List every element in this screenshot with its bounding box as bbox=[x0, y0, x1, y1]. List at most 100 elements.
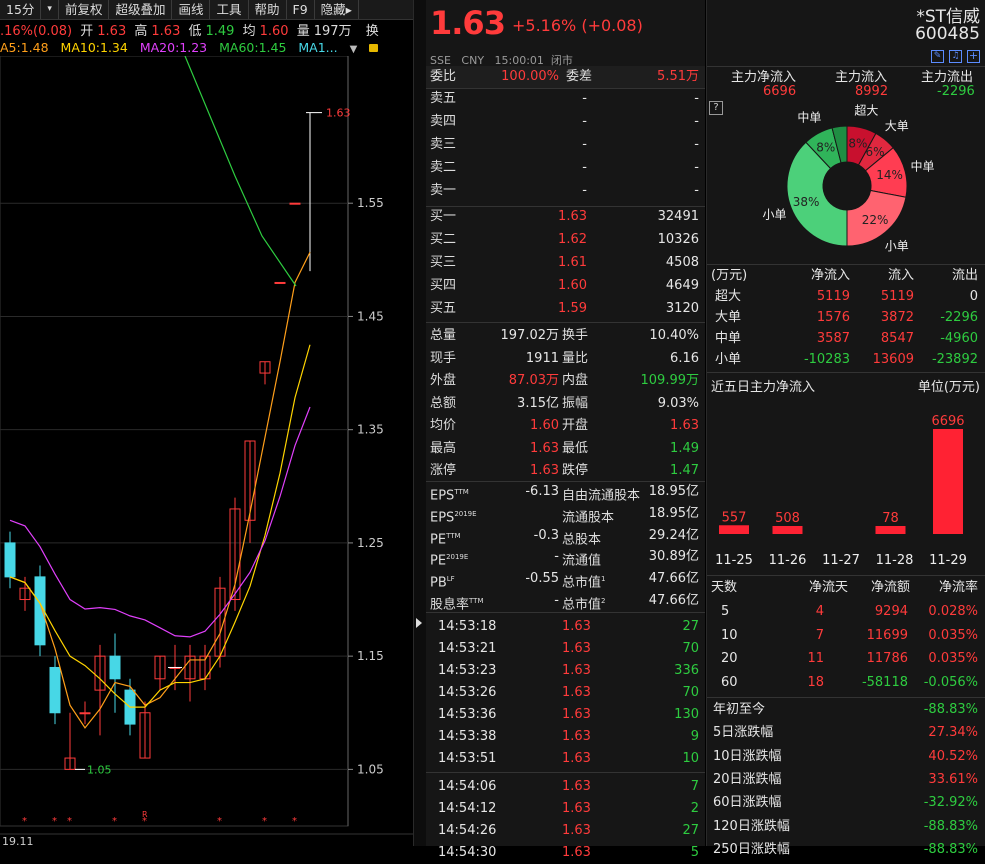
fund-label-text: PB bbox=[430, 575, 447, 591]
event-mark[interactable]: * bbox=[262, 816, 267, 827]
stat-value: 3.15亿 bbox=[517, 395, 559, 411]
event-mark[interactable]: * bbox=[67, 816, 72, 827]
tick-row[interactable]: 14:54:12 1.63 2 bbox=[426, 798, 705, 820]
period-days: 20 bbox=[721, 651, 738, 666]
fund-label: PE2019E bbox=[430, 546, 468, 572]
avg-label: 均 bbox=[242, 24, 256, 39]
stat-value: 6.16 bbox=[670, 350, 699, 366]
stat-value: 1.60 bbox=[530, 418, 559, 433]
book-row[interactable]: 买四 1.60 4649 bbox=[426, 275, 705, 297]
bell-icon[interactable]: ♫ bbox=[949, 50, 962, 63]
pie-slice-label: 小单 bbox=[885, 239, 909, 253]
tick-row[interactable]: 14:54:06 1.63 7 bbox=[426, 776, 705, 798]
turnover-toggle[interactable]: 换 bbox=[365, 24, 379, 39]
return-row: 年初至今 -88.83% bbox=[707, 699, 985, 721]
book-row[interactable]: 卖二 - - bbox=[426, 157, 705, 179]
book-level-label: 买一 bbox=[430, 209, 457, 224]
high-value: 1.63 bbox=[151, 24, 181, 39]
stats-row: 均价 1.60 开盘 1.63 bbox=[426, 415, 705, 437]
candle-body bbox=[4, 542, 16, 578]
help-button[interactable]: 帮助 bbox=[249, 0, 287, 19]
tick-row[interactable]: 14:53:26 1.63 70 bbox=[426, 682, 705, 704]
period-select[interactable]: 15分 bbox=[0, 0, 42, 19]
candle-body bbox=[139, 712, 151, 759]
tick-price: 1.63 bbox=[562, 801, 591, 816]
tick-price: 1.63 bbox=[562, 685, 591, 700]
return-label: 10日涨跌幅 bbox=[713, 748, 782, 764]
candle-body bbox=[109, 655, 121, 680]
add-watch-icon[interactable]: + bbox=[967, 49, 980, 63]
panel-divider[interactable] bbox=[413, 0, 426, 846]
return-value: 40.52% bbox=[928, 748, 978, 764]
draw-button[interactable]: 画线 bbox=[172, 0, 211, 19]
book-volume: 3120 bbox=[665, 301, 699, 316]
hide-button[interactable]: 隐藏▸ bbox=[315, 0, 359, 19]
stat-label: 开盘 bbox=[562, 418, 589, 433]
tick-price: 1.63 bbox=[562, 823, 591, 838]
help-icon[interactable]: ? bbox=[709, 101, 723, 115]
kline-chart[interactable]: 1.05 1.15 1.25 1.35 1.45 1.55 1.63 1.05 * * * * * * * *… bbox=[0, 56, 413, 846]
kline-panel[interactable]: 15分 ▾ 前复权 超级叠加 画线 工具 帮助 F9 隐藏▸ .16%(0.08… bbox=[0, 0, 413, 846]
fund-label-text: PE bbox=[430, 553, 447, 569]
event-mark[interactable]: * bbox=[292, 816, 297, 827]
r-mark[interactable]: R bbox=[142, 810, 148, 819]
return-label: 60日涨跌幅 bbox=[713, 795, 782, 811]
tools-button[interactable]: 工具 bbox=[210, 0, 249, 19]
event-mark[interactable]: * bbox=[22, 816, 27, 827]
candle-body bbox=[184, 655, 196, 680]
tick-row[interactable]: 14:53:36 1.63 130 bbox=[426, 704, 705, 726]
event-mark[interactable]: * bbox=[112, 816, 117, 827]
period-dropdown-icon[interactable]: ▾ bbox=[41, 0, 59, 19]
book-row[interactable]: 卖五 - - bbox=[426, 88, 705, 110]
return-value: -88.83% bbox=[923, 818, 978, 834]
ma-dropdown-icon[interactable]: ▼ bbox=[349, 44, 358, 55]
tick-row[interactable]: 14:53:23 1.63 336 bbox=[426, 660, 705, 682]
tick-time: 14:54:12 bbox=[438, 801, 497, 816]
event-mark[interactable]: * bbox=[52, 816, 57, 827]
book-volume: 32491 bbox=[657, 209, 699, 224]
return-row: 250日涨跌幅 -88.83% bbox=[707, 839, 985, 861]
pie-slice-label: 大单 bbox=[885, 119, 909, 133]
book-price: 1.61 bbox=[558, 255, 587, 270]
period-net-rate: 0.035% bbox=[928, 627, 978, 643]
tick-row[interactable]: 14:54:26 1.63 27 bbox=[426, 820, 705, 842]
book-row[interactable]: 买五 1.59 3120 bbox=[426, 298, 705, 320]
book-row[interactable]: 买三 1.61 4508 bbox=[426, 252, 705, 274]
stat-value: 9.03% bbox=[657, 395, 699, 411]
tick-volume: 27 bbox=[682, 823, 699, 838]
tick-row[interactable]: 14:53:38 1.63 9 bbox=[426, 726, 705, 748]
book-row[interactable]: 卖四 - - bbox=[426, 111, 705, 133]
return-row: 60日涨跌幅 -32.92% bbox=[707, 792, 985, 814]
fund-label: 总股本 bbox=[562, 525, 601, 551]
collapse-arrow-icon[interactable] bbox=[416, 618, 422, 628]
edit-icon[interactable]: ✎ bbox=[931, 50, 944, 63]
tick-row[interactable]: 14:53:18 1.63 27 bbox=[426, 616, 705, 638]
tick-volume: 7 bbox=[690, 779, 699, 794]
tick-volume: 130 bbox=[674, 707, 699, 722]
flow-in: 13609 bbox=[872, 352, 914, 367]
event-mark[interactable]: * bbox=[142, 816, 147, 827]
fund-label-text: 总市值 bbox=[562, 597, 602, 613]
tick-row[interactable]: 14:54:30 1.63 5 bbox=[426, 842, 705, 864]
overlay-button[interactable]: 超级叠加 bbox=[109, 0, 173, 19]
five-day-bar-value: 557 bbox=[722, 510, 747, 525]
book-price: 1.59 bbox=[558, 301, 587, 316]
tick-price: 1.63 bbox=[562, 707, 591, 722]
f9-button[interactable]: F9 bbox=[287, 0, 315, 19]
pie-slice-pct: 38% bbox=[793, 195, 820, 209]
candle-body bbox=[244, 440, 256, 521]
tick-row[interactable]: 14:53:21 1.63 70 bbox=[426, 638, 705, 660]
event-mark[interactable]: * bbox=[217, 816, 222, 827]
moneyflow-panel: *ST信威 600485 ✎ ♫ + 主力净流入 主力流入 主力流出 6696 … bbox=[706, 0, 985, 857]
book-row[interactable]: 买一 1.63 32491 bbox=[426, 206, 705, 228]
lock-icon[interactable] bbox=[369, 44, 379, 52]
tick-row[interactable]: 14:53:51 1.63 10 bbox=[426, 748, 705, 770]
adjust-button[interactable]: 前复权 bbox=[59, 0, 110, 19]
fund-value: -0.3 bbox=[533, 527, 559, 543]
pie-slice bbox=[786, 141, 848, 247]
book-row[interactable]: 卖一 - - bbox=[426, 180, 705, 202]
book-row[interactable]: 买二 1.62 10326 bbox=[426, 229, 705, 251]
tick-price: 1.63 bbox=[562, 729, 591, 744]
book-row[interactable]: 卖三 - - bbox=[426, 134, 705, 156]
stat-value: 1.63 bbox=[530, 463, 559, 478]
